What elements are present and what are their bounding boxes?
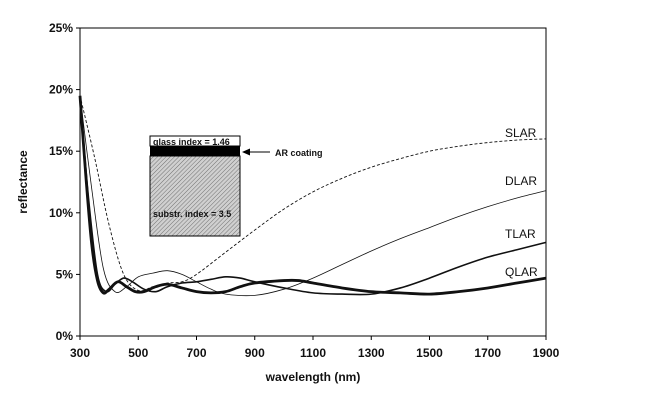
inset-arrow-head: [242, 148, 250, 156]
x-tick-label: 1100: [300, 346, 326, 360]
y-tick-label: 10%: [49, 206, 73, 220]
y-axis: 0% 5% 10% 15% 20% 25%: [49, 21, 80, 343]
inset-substrate-layer: [149, 155, 241, 237]
x-tick-label: 1700: [474, 346, 501, 360]
y-tick-label: 5%: [56, 267, 74, 281]
x-tick-label: 300: [70, 346, 90, 360]
series-line-dlar: [79, 95, 547, 297]
x-tick-label: 1900: [533, 346, 560, 360]
series-label-qlar: QLAR: [505, 265, 538, 279]
x-tick-label: 700: [186, 346, 206, 360]
inset-ar-coating-layer: [150, 146, 240, 156]
series-label-tlar: TLAR: [505, 227, 536, 241]
y-tick-label: 15%: [49, 144, 73, 158]
x-tick-label: 500: [128, 346, 148, 360]
inset-glass-label: glass index = 1.46: [153, 137, 230, 147]
series-line-slar: [79, 95, 547, 292]
inset-substrate-label: substr. index = 3.5: [153, 209, 231, 219]
x-axis: 300 500 700 900 1100 1300 1500 1700 1900: [70, 336, 560, 360]
x-tick-label: 900: [245, 346, 265, 360]
x-axis-label: wavelength (nm): [265, 370, 361, 384]
series-line-qlar: [78, 95, 547, 296]
y-tick-label: 20%: [49, 83, 73, 97]
y-tick-label: 0%: [56, 329, 74, 343]
x-tick-label: 1500: [416, 346, 443, 360]
y-axis-label: reflectance: [16, 150, 30, 214]
y-tick-label: 25%: [49, 21, 73, 35]
inset-arrow-label: AR coating: [275, 148, 323, 158]
series-label-slar: SLAR: [505, 126, 537, 140]
series-lines: [78, 95, 547, 297]
series-label-dlar: DLAR: [505, 174, 537, 188]
x-tick-label: 1300: [358, 346, 385, 360]
inset-diagram: glass index = 1.46 substr. index = 3.5 A…: [149, 135, 323, 237]
